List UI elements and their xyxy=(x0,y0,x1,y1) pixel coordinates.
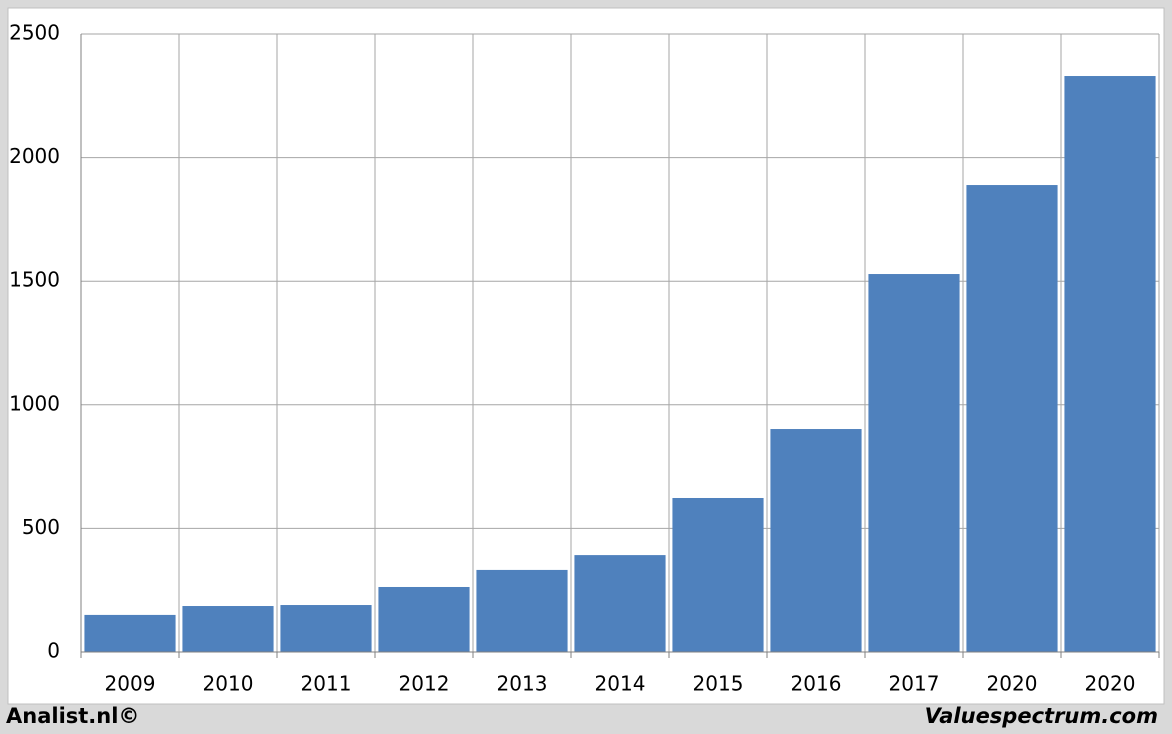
bar xyxy=(280,605,372,652)
bar xyxy=(182,606,274,652)
bar xyxy=(1064,76,1156,653)
y-tick-label: 1500 xyxy=(9,268,60,292)
bar xyxy=(966,185,1058,653)
x-tick-label: 2020 xyxy=(987,672,1038,696)
x-tick-label: 2014 xyxy=(595,672,646,696)
x-tick-label: 2016 xyxy=(791,672,842,696)
bar xyxy=(476,569,568,652)
bar xyxy=(378,586,470,652)
footer-left: Analist.nl© xyxy=(6,704,139,728)
y-tick-label: 2000 xyxy=(9,144,60,168)
footer-right: Valuespectrum.com xyxy=(925,704,1158,728)
y-tick-label: 1000 xyxy=(9,391,60,415)
x-tick-label: 2011 xyxy=(301,672,352,696)
x-tick-label: 2010 xyxy=(203,672,254,696)
bar xyxy=(84,614,176,652)
x-tick-label: 2009 xyxy=(105,672,156,696)
x-tick-label: 2020 xyxy=(1085,672,1136,696)
y-tick-label: 0 xyxy=(47,639,60,663)
x-tick-label: 2017 xyxy=(889,672,940,696)
x-tick-label: 2013 xyxy=(497,672,548,696)
y-tick-label: 2500 xyxy=(9,21,60,45)
x-tick-label: 2012 xyxy=(399,672,450,696)
bar xyxy=(672,497,764,652)
bar xyxy=(574,555,666,652)
y-tick-label: 500 xyxy=(22,515,60,539)
bar xyxy=(868,274,960,652)
x-tick-label: 2015 xyxy=(693,672,744,696)
bar xyxy=(770,429,862,652)
